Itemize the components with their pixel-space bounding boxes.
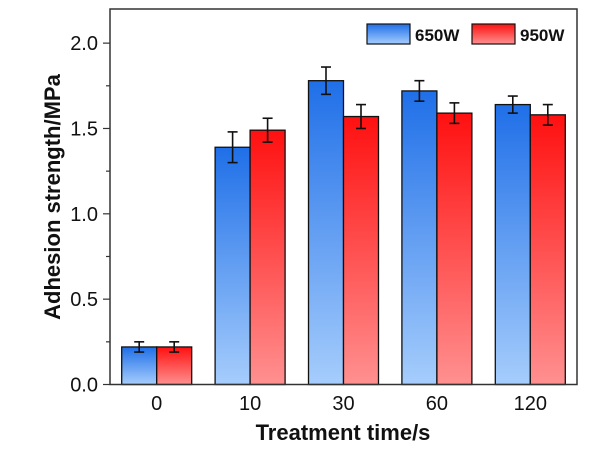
- bar-950W-30: [342, 115, 380, 386]
- x-axis: 0 10 30 60 120: [151, 393, 547, 415]
- bar-650W-60: [401, 90, 438, 386]
- y-axis-label: Adhesion strength/MPa: [40, 73, 65, 319]
- y-tick-label: 1.0: [70, 204, 98, 226]
- bars: [121, 66, 566, 386]
- legend-label-650w: 650W: [415, 26, 460, 45]
- y-tick-label: 2.0: [70, 33, 98, 55]
- bar-950W-60: [436, 112, 473, 386]
- bar-650W-30: [307, 80, 345, 386]
- x-tick-label: 60: [426, 393, 448, 415]
- y-tick-label: 0.0: [70, 375, 98, 397]
- y-tick-label: 1.5: [70, 118, 98, 140]
- y-axis: 0.0 0.5 1.0 1.5 2.0: [70, 33, 110, 397]
- x-tick-label: 30: [332, 393, 354, 415]
- bar-650W-120: [494, 103, 531, 386]
- bar-950W-120: [529, 114, 566, 386]
- x-tick-label: 10: [239, 393, 261, 415]
- plot-frame: [109, 8, 578, 386]
- x-tick-label: 0: [151, 393, 162, 415]
- legend-swatch-650w: [366, 23, 411, 45]
- legend-swatch-950w: [471, 23, 516, 45]
- bar-650W-10: [214, 146, 251, 386]
- x-axis-label: Treatment time/s: [256, 420, 431, 445]
- legend-label-950w: 950W: [520, 26, 565, 45]
- y-tick-label: 0.5: [70, 289, 98, 311]
- x-tick-label: 120: [514, 393, 547, 415]
- legend: 650W 950W: [366, 23, 565, 45]
- bar-650W-0: [121, 346, 158, 386]
- bar-950W-10: [249, 129, 286, 386]
